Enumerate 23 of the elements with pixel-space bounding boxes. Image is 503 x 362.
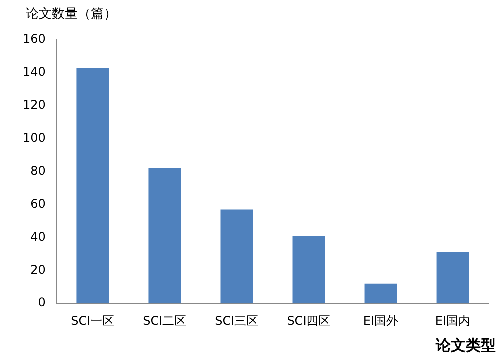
bar: [220, 210, 254, 304]
x-tick-label: SCI二区: [143, 314, 187, 328]
bar: [436, 252, 470, 304]
y-tick-label: 120: [23, 98, 46, 112]
y-tick-label: 40: [30, 230, 46, 244]
y-tick-label: 160: [23, 32, 46, 46]
y-tick-label: 60: [30, 196, 46, 211]
x-tick-label: EI国外: [363, 314, 399, 328]
bar: [292, 236, 326, 304]
x-tick-label: SCI一区: [71, 314, 115, 328]
x-axis-title: 论文类型: [435, 336, 496, 354]
bar: [76, 68, 110, 304]
y-tick-label: 80: [30, 164, 46, 178]
y-tick-label: 20: [30, 262, 46, 277]
x-tick-label: EI国内: [435, 314, 471, 328]
y-tick-label: 140: [23, 65, 46, 80]
x-tick-label: SCI四区: [287, 314, 331, 328]
bar: [364, 284, 398, 304]
x-tick-label: SCI三区: [215, 314, 259, 328]
y-axis-title: 论文数量（篇）: [26, 6, 117, 22]
y-tick-label: 0: [38, 296, 46, 310]
y-tick-label: 100: [23, 130, 46, 145]
bar: [148, 168, 182, 304]
